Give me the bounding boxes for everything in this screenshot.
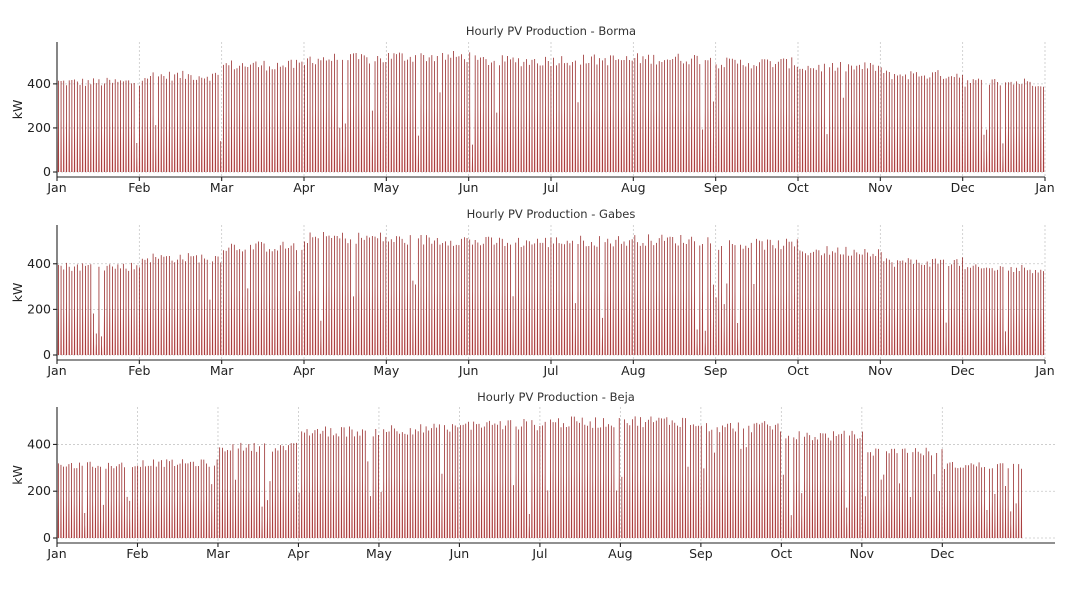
x-tick-label: May bbox=[373, 180, 399, 195]
series-line bbox=[58, 50, 1044, 172]
x-tick-label: Feb bbox=[126, 546, 148, 561]
y-tick-label: 400 bbox=[27, 436, 51, 451]
x-tick-label: Nov bbox=[868, 363, 893, 378]
x-tick-label: Aug bbox=[621, 180, 645, 195]
x-tick-label: Jan bbox=[46, 546, 66, 561]
x-tick-label: Nov bbox=[850, 546, 875, 561]
y-tick-label: 200 bbox=[27, 483, 51, 498]
x-tick-label: Jul bbox=[531, 546, 547, 561]
x-tick-label: Feb bbox=[128, 180, 150, 195]
x-tick-label: Mar bbox=[210, 180, 234, 195]
x-tick-label: Aug bbox=[621, 363, 645, 378]
y-tick-label: 200 bbox=[27, 120, 51, 135]
x-tick-label: Sep bbox=[689, 546, 713, 561]
y-axis-label: kW bbox=[10, 465, 25, 485]
y-tick-label: 0 bbox=[43, 347, 51, 362]
x-tick-label: Oct bbox=[787, 363, 809, 378]
x-tick-label: Mar bbox=[206, 546, 230, 561]
x-tick-label: Dec bbox=[951, 180, 975, 195]
y-tick-label: 400 bbox=[27, 256, 51, 271]
x-tick-label: Apr bbox=[288, 546, 310, 561]
y-tick-label: 400 bbox=[27, 76, 51, 91]
x-tick-label: Jun bbox=[458, 180, 479, 195]
x-tick-label: Jan bbox=[46, 180, 66, 195]
y-axis-label: kW bbox=[10, 283, 25, 303]
x-tick-label: Apr bbox=[293, 180, 315, 195]
x-tick-label: Sep bbox=[704, 180, 728, 195]
x-tick-label: Dec bbox=[951, 363, 975, 378]
x-tick-label: Jul bbox=[542, 363, 558, 378]
y-axis-label: kW bbox=[10, 100, 25, 120]
x-tick-label: Mar bbox=[210, 363, 234, 378]
y-tick-label: 200 bbox=[27, 301, 51, 316]
chart-title: Hourly PV Production - Gabes bbox=[467, 207, 636, 221]
chart-title: Hourly PV Production - Beja bbox=[477, 390, 635, 404]
x-tick-label: Oct bbox=[771, 546, 793, 561]
x-tick-label: May bbox=[373, 363, 399, 378]
chart-panel-1: Hourly PV Production - Borma 0 200 400 Jan Fe… bbox=[10, 24, 1055, 195]
series-line bbox=[57, 416, 1022, 538]
series-line bbox=[58, 232, 1044, 355]
x-tick-label: Jul bbox=[542, 180, 558, 195]
x-tick-label: May bbox=[366, 546, 392, 561]
x-tick-label: Jun bbox=[458, 363, 479, 378]
y-tick-label: 0 bbox=[43, 164, 51, 179]
x-tick-label: Feb bbox=[128, 363, 150, 378]
chart-panel-3: Hourly PV Production - Beja 0 200 400 Jan Feb… bbox=[10, 390, 1055, 561]
x-tick-label: Apr bbox=[293, 363, 315, 378]
y-tick-label: 0 bbox=[43, 530, 51, 545]
x-tick-label: Aug bbox=[608, 546, 632, 561]
x-tick-label: Jan bbox=[1034, 180, 1054, 195]
x-tick-label: Jun bbox=[449, 546, 470, 561]
x-tick-label: Oct bbox=[787, 180, 809, 195]
x-tick-label: Dec bbox=[930, 546, 954, 561]
x-tick-label: Sep bbox=[704, 363, 728, 378]
x-tick-label: Nov bbox=[868, 180, 893, 195]
chart-title: Hourly PV Production - Borma bbox=[466, 24, 636, 38]
chart-panel-2: Hourly PV Production - Gabes 0 200 400 Jan Fe… bbox=[10, 207, 1055, 378]
x-tick-label: Jan bbox=[1034, 363, 1054, 378]
x-tick-label: Jan bbox=[46, 363, 66, 378]
